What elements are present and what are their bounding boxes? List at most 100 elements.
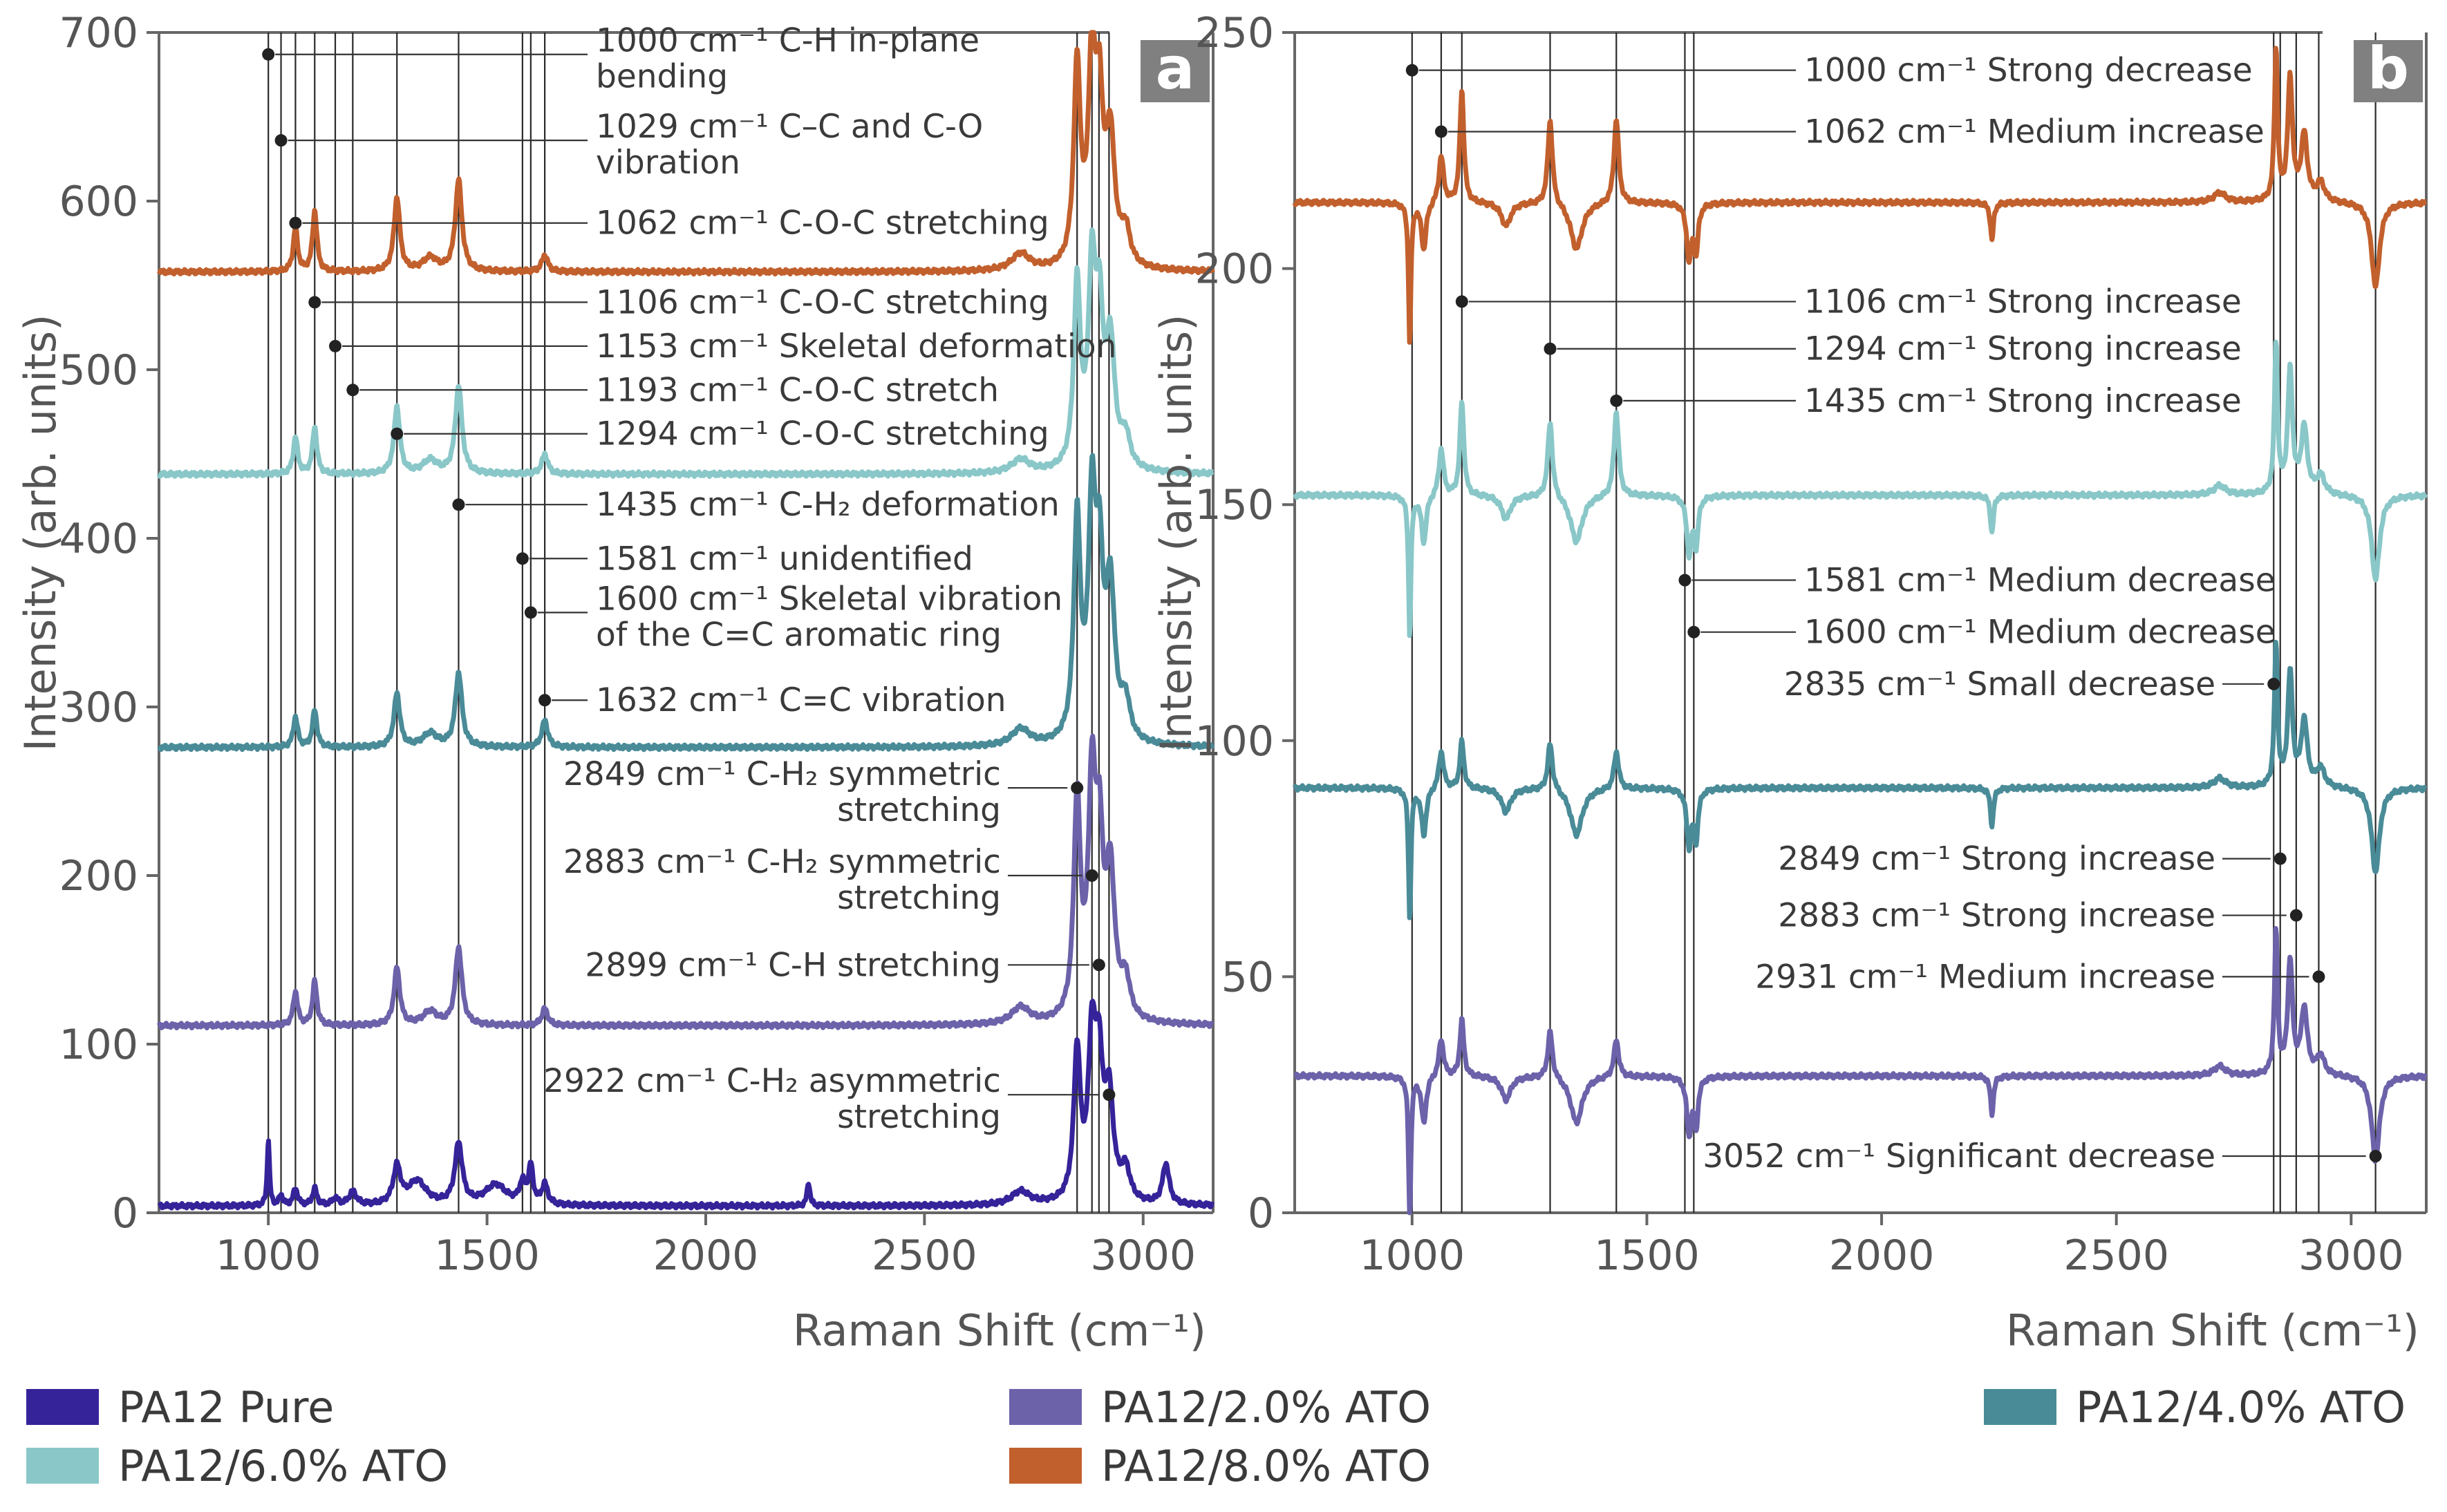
- annotation-label-line2: bending: [596, 58, 728, 96]
- annotation-dot: [274, 134, 288, 147]
- legend-label: PA12/8.0% ATO: [1101, 1441, 1431, 1491]
- panel-badge: [2354, 40, 2423, 102]
- annotation-dot: [1434, 125, 1447, 138]
- panel-a: 0 100 200 300 400 500 600 700 1000 1500 2000 2500 30…: [15, 9, 1215, 1356]
- annotation-label: 2849 cm⁻¹ C-H₂ symmetric: [563, 755, 1001, 793]
- annotation-label: 1435 cm⁻¹ Strong increase: [1804, 382, 2242, 420]
- annotation-label: 2899 cm⁻¹ C-H stretching: [585, 946, 1001, 984]
- annotation-label: 1029 cm⁻¹ C–C and C-O: [596, 108, 983, 146]
- annotation-dot: [1071, 782, 1084, 795]
- legend-swatch: [1984, 1389, 2056, 1425]
- legend-swatch: [1009, 1448, 1082, 1484]
- annotation-dot: [538, 694, 552, 707]
- annotation-label: 1632 cm⁻¹ C=C vibration: [596, 681, 1006, 719]
- annotation-label-line2: stretching: [837, 879, 1001, 917]
- annotation-label: 1193 cm⁻¹ C-O-C stretch: [596, 371, 999, 409]
- x-axis-label: Raman Shift (cm⁻¹): [793, 1305, 1206, 1356]
- y-tick-label: 0: [112, 1189, 138, 1238]
- y-tick-label: 100: [1194, 717, 1274, 766]
- y-tick-label: 0: [1248, 1189, 1274, 1238]
- annotation-dot: [308, 296, 321, 309]
- annotation-label: 3052 cm⁻¹ Significant decrease: [1703, 1137, 2215, 1175]
- x-axis-label: Raman Shift (cm⁻¹): [2006, 1305, 2419, 1356]
- annotation-dot: [289, 216, 302, 229]
- spectrum-ato4: [1292, 639, 2428, 920]
- legend: PA12 Pure PA12/6.0% ATO PA12/2.0% ATO PA12/…: [26, 1382, 2406, 1491]
- panel-badge: [1141, 40, 1210, 102]
- annotation-label-line2: of the C=C aromatic ring: [596, 616, 1002, 654]
- annotation-label-line2: vibration: [596, 144, 740, 182]
- annotation-label: 2931 cm⁻¹ Medium increase: [1755, 958, 2215, 996]
- annotation-label: 1435 cm⁻¹ C-H₂ deformation: [596, 486, 1060, 524]
- y-tick-label: 500: [59, 346, 138, 395]
- annotation-dot: [262, 48, 275, 61]
- y-tick-label: 300: [59, 683, 138, 732]
- annotation-label-line2: stretching: [837, 1098, 1001, 1136]
- annotation-label: 1294 cm⁻¹ Strong increase: [1804, 330, 2242, 368]
- annotation-label: 2922 cm⁻¹ C-H₂ asymmetric: [543, 1062, 1001, 1100]
- annotation-dot: [1544, 342, 1557, 355]
- annotation-dot: [1085, 869, 1098, 882]
- y-tick-label: 50: [1221, 953, 1274, 1001]
- annotation-dot: [524, 606, 537, 619]
- legend-label: PA12/2.0% ATO: [1101, 1382, 1431, 1433]
- annotation-label: 2883 cm⁻¹ C-H₂ symmetric: [563, 843, 1001, 881]
- annotation-label: 1062 cm⁻¹ C-O-C stretching: [596, 205, 1049, 243]
- annotation-dot: [1092, 958, 1105, 972]
- annotation-label: 1294 cm⁻¹ C-O-C stretching: [596, 415, 1049, 453]
- annotation-dot: [2369, 1150, 2382, 1163]
- panel-b: 0 50 100 150 200 250 1000 1500 2000 2500 3000 Inten…: [1151, 9, 2428, 1356]
- annotation-dot: [2289, 909, 2303, 922]
- y-axis-label: Intensity (arb. units): [1151, 314, 1201, 752]
- spectrum-ato4: [157, 453, 1215, 753]
- spectrum-ato8: [156, 30, 1215, 277]
- annotation-label: 1581 cm⁻¹ Medium decrease: [1804, 562, 2276, 600]
- y-tick-label: 250: [1194, 9, 1274, 57]
- panel-letter: a: [1156, 35, 1195, 102]
- annotation-label: 1106 cm⁻¹ C-O-C stretching: [596, 283, 1049, 321]
- annotation-dot: [346, 384, 359, 397]
- x-tick-label: 1500: [1594, 1231, 1700, 1280]
- x-tick-label: 3000: [2298, 1231, 2404, 1280]
- legend-label: PA12/6.0% ATO: [118, 1441, 448, 1491]
- y-tick-label: 600: [59, 178, 138, 226]
- annotation-dot: [452, 498, 465, 511]
- annotation-dot: [1687, 625, 1700, 639]
- annotation-label: 1106 cm⁻¹ Strong increase: [1804, 283, 2242, 321]
- annotation-label: 1600 cm⁻¹ Medium decrease: [1804, 614, 2276, 652]
- y-tick-label: 200: [1194, 245, 1274, 294]
- y-tick-label: 200: [59, 852, 138, 900]
- legend-swatch: [26, 1389, 99, 1425]
- x-tick-label: 3000: [1090, 1231, 1196, 1280]
- x-tick-label: 2000: [653, 1231, 759, 1280]
- annotation-dot: [2273, 852, 2287, 865]
- annotation-label: 1581 cm⁻¹ unidentified: [596, 540, 973, 578]
- annotation-dot: [1678, 574, 1691, 587]
- y-tick-label: 150: [1194, 481, 1274, 529]
- annotation-label: 1000 cm⁻¹ Strong decrease: [1804, 52, 2253, 90]
- y-axis-label: Intensity (arb. units): [15, 314, 66, 752]
- legend-label: PA12 Pure: [118, 1382, 334, 1433]
- annotation-dot: [1610, 394, 1623, 407]
- annotation-label: 1000 cm⁻¹ C-H in-plane: [596, 22, 979, 60]
- legend-swatch: [26, 1448, 99, 1484]
- annotation-dot: [1405, 64, 1418, 77]
- annotation-label: 2883 cm⁻¹ Strong increase: [1778, 897, 2215, 935]
- annotation-dot: [329, 339, 342, 352]
- x-tick-label: 1000: [1359, 1231, 1465, 1280]
- annotation-dot: [1455, 295, 1468, 308]
- spectrum-ato8: [1292, 46, 2428, 345]
- panel-letter: b: [2368, 35, 2409, 102]
- y-tick-label: 100: [59, 1021, 138, 1069]
- annotation-dot: [516, 552, 529, 565]
- legend-swatch: [1009, 1389, 1082, 1425]
- annotation-label: 1062 cm⁻¹ Medium increase: [1804, 113, 2265, 151]
- legend-label: PA12/4.0% ATO: [2076, 1382, 2406, 1433]
- x-tick-label: 1000: [216, 1231, 321, 1280]
- annotation-dot: [2312, 970, 2325, 983]
- y-tick-label: 700: [59, 9, 138, 57]
- annotation-label: 1600 cm⁻¹ Skeletal vibration: [596, 580, 1062, 618]
- x-tick-label: 1500: [434, 1231, 540, 1280]
- spectrum-ato6: [1293, 339, 2428, 639]
